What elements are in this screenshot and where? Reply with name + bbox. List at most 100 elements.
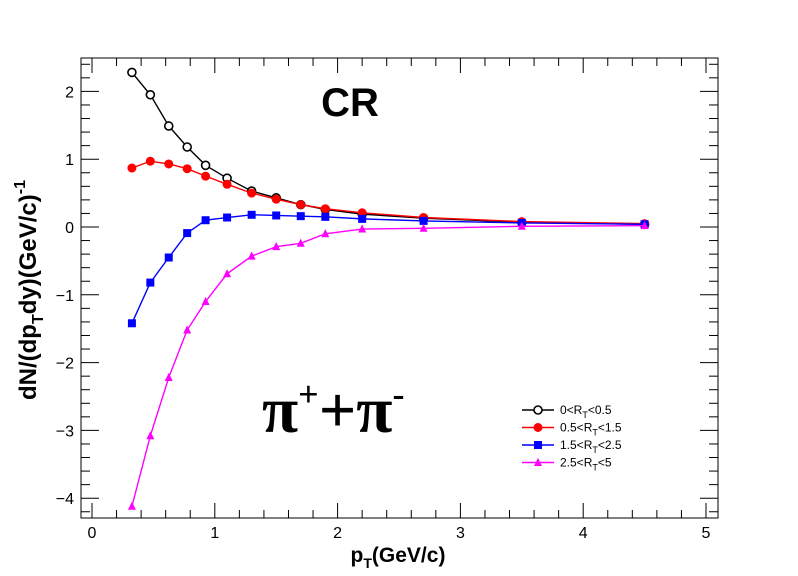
- y-tick-label: 1: [65, 152, 74, 169]
- x-axis-title: pT(GeV/c): [351, 544, 446, 571]
- series-line: [131, 224, 645, 507]
- particle-charge-2: -: [392, 374, 404, 414]
- particle-plus-sign: +: [319, 374, 357, 447]
- x-axis-tick-labels: 0 1 2 3 4 5: [88, 525, 711, 542]
- data-point: [272, 242, 281, 251]
- legend-label-pre: 0<R: [560, 403, 583, 417]
- x-axis-title-rest: (GeV/c): [372, 544, 446, 567]
- data-point: [271, 194, 281, 204]
- particle-label: π++π-: [262, 374, 404, 447]
- y-tick-label: −4: [56, 491, 74, 508]
- data-point: [182, 142, 192, 152]
- legend-label-sub: T: [592, 463, 598, 473]
- data-point: [201, 296, 210, 306]
- data-point: [127, 319, 136, 328]
- y-axis-title-part2: dy)(GeV/c): [15, 194, 42, 314]
- series-layer: [127, 67, 650, 510]
- series-4: [127, 221, 649, 510]
- data-point: [419, 223, 428, 232]
- data-point: [358, 224, 367, 233]
- y-axis-tick-labels: −4 −3 −2 −1 0 1 2: [56, 84, 74, 508]
- data-point: [146, 278, 155, 287]
- region-label: CR: [321, 81, 379, 125]
- legend-label-post: <5: [598, 456, 612, 470]
- y-axis-title-sub: T: [30, 314, 47, 324]
- series-line: [131, 214, 645, 324]
- legend-item: 1.5<RT<2.5: [522, 438, 622, 455]
- data-point: [296, 212, 305, 221]
- legend-item: 2.5<RT<5: [522, 456, 612, 473]
- data-point: [296, 200, 306, 210]
- x-axis-title-base: p: [351, 544, 364, 567]
- legend-label-post: <0.5: [588, 403, 612, 417]
- data-point: [145, 156, 155, 166]
- x-tick-label: 0: [88, 525, 97, 542]
- data-point: [247, 210, 256, 219]
- data-point: [183, 229, 192, 238]
- data-point: [201, 171, 211, 181]
- legend-label-pre: 1.5<R: [560, 438, 593, 452]
- data-point: [182, 164, 192, 174]
- legend-label: 0.5<RT<1.5: [560, 421, 622, 438]
- data-point: [201, 216, 210, 225]
- x-tick-label: 4: [579, 525, 588, 542]
- data-point: [200, 160, 211, 171]
- data-point: [321, 212, 330, 221]
- y-axis-ticks: [81, 63, 718, 513]
- legend-label: 0<RT<0.5: [560, 403, 612, 420]
- y-tick-label: 2: [65, 84, 74, 101]
- data-point: [321, 229, 330, 238]
- data-point: [164, 253, 173, 262]
- y-tick-label: −1: [56, 288, 74, 305]
- y-axis-title-part1: dN/(dp: [15, 324, 42, 400]
- data-point: [127, 501, 136, 510]
- legend: 0<RT<0.50.5<RT<1.51.5<RT<2.52.5<RT<5: [522, 403, 622, 473]
- data-point: [164, 372, 173, 381]
- particle-charge-1: +: [298, 374, 319, 414]
- legend-item: 0<RT<0.5: [522, 403, 612, 420]
- data-point: [146, 431, 155, 440]
- y-tick-label: −2: [56, 356, 74, 373]
- series-1: [127, 67, 650, 230]
- data-point: [247, 251, 256, 260]
- y-axis-title: dN/(dpTdy)(GeV/c)-1: [12, 180, 47, 400]
- data-point: [127, 163, 137, 173]
- data-point: [272, 211, 281, 220]
- plot-frame: [80, 57, 719, 519]
- particle-pi-2: π: [356, 374, 392, 447]
- legend-label: 1.5<RT<2.5: [560, 438, 622, 455]
- data-point: [517, 221, 526, 230]
- data-point: [247, 188, 257, 198]
- data-point: [222, 179, 232, 189]
- x-tick-label: 3: [456, 525, 465, 542]
- data-point: [640, 221, 649, 230]
- legend-label-pre: 2.5<R: [560, 456, 593, 470]
- x-tick-label: 2: [333, 525, 342, 542]
- particle-pi-1: π: [262, 374, 298, 447]
- data-point: [534, 457, 542, 466]
- legend-label: 2.5<RT<5: [560, 456, 612, 473]
- data-point: [163, 121, 174, 131]
- data-point: [183, 325, 192, 334]
- legend-label-sub: T: [592, 445, 598, 455]
- legend-label-post: <1.5: [598, 421, 622, 435]
- legend-label-post: <2.5: [598, 438, 622, 452]
- data-point: [533, 405, 543, 415]
- data-point: [533, 423, 543, 432]
- data-point: [320, 204, 330, 214]
- x-tick-label: 5: [702, 525, 711, 542]
- legend-item: 0.5<RT<1.5: [522, 421, 622, 438]
- data-point: [419, 216, 428, 225]
- data-point: [127, 67, 137, 78]
- x-axis-title-sub: T: [363, 555, 372, 571]
- x-tick-label: 1: [210, 525, 219, 542]
- legend-label-sub: T: [592, 428, 598, 438]
- y-tick-label: −3: [56, 423, 74, 440]
- x-axis-ticks: [91, 58, 707, 518]
- data-point: [534, 441, 542, 449]
- y-axis-title-sup: -1: [12, 180, 29, 194]
- data-point: [223, 269, 232, 278]
- legend-label-pre: 0.5<R: [560, 421, 593, 435]
- data-point: [358, 214, 367, 223]
